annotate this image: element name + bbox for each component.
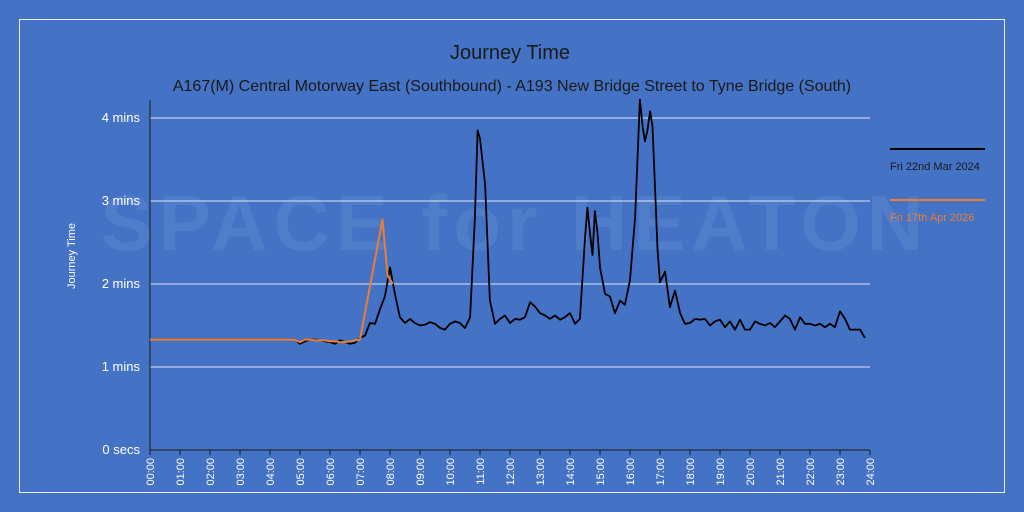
x-tick-label: 03:00 (235, 458, 247, 486)
y-tick-label: 1 mins (102, 359, 141, 374)
x-tick-label: 22:00 (805, 458, 817, 486)
x-tick-label: 19:00 (715, 458, 727, 486)
y-tick-labels: 0 secs 1 mins 2 mins 3 mins 4 mins (102, 110, 141, 457)
series-line-1 (150, 98, 866, 345)
x-tick-label: 00:00 (145, 458, 157, 486)
x-tick-label: 08:00 (385, 458, 397, 486)
x-tick-label: 01:00 (175, 458, 187, 486)
series-line-2 (150, 218, 394, 344)
x-tick-label: 12:00 (505, 458, 517, 486)
y-tick-label: 4 mins (102, 110, 141, 125)
y-tick-label: 2 mins (102, 276, 141, 291)
chart-title: Journey Time (450, 42, 570, 64)
x-tick-label: 05:00 (295, 458, 307, 486)
legend-label: Fri 22nd Mar 2024 (890, 161, 980, 173)
x-tick-label: 20:00 (745, 458, 757, 486)
x-tick-label: 02:00 (205, 458, 217, 486)
x-tick-label: 13:00 (535, 458, 547, 486)
legend: Fri 22nd Mar 2024 Fri 17th Apr 2026 (890, 148, 985, 224)
y-tick-label: 3 mins (102, 193, 141, 208)
x-tick-label: 15:00 (595, 458, 607, 486)
series-lines (150, 98, 866, 345)
y-axis-label: Journey Time (66, 223, 78, 289)
x-tick-label: 09:00 (415, 458, 427, 486)
x-tick-label: 04:00 (265, 458, 277, 486)
x-tick-labels: 00:00 01:00 02:00 03:00 04:00 05:00 06:00 07:00… (145, 450, 877, 486)
x-tick-label: 11:00 (475, 458, 487, 485)
chart-subtitle: A167(M) Central Motorway East (Southboun… (173, 78, 851, 95)
x-tick-label: 10:00 (445, 458, 457, 486)
x-tick-label: 24:00 (865, 458, 877, 486)
legend-label: Fri 17th Apr 2026 (890, 212, 974, 224)
x-tick-label: 14:00 (565, 458, 577, 486)
chart-frame (19, 19, 1005, 493)
x-tick-label: 06:00 (325, 458, 337, 486)
x-tick-label: 07:00 (355, 458, 367, 486)
gridlines (149, 100, 870, 451)
x-tick-label: 17:00 (655, 458, 667, 486)
x-tick-label: 18:00 (685, 458, 697, 486)
x-tick-label: 16:00 (625, 458, 637, 486)
y-tick-label: 0 secs (102, 442, 140, 457)
x-tick-label: 23:00 (835, 458, 847, 486)
watermark: SPACE for HEATON (101, 179, 929, 267)
x-tick-label: 21:00 (775, 458, 787, 486)
